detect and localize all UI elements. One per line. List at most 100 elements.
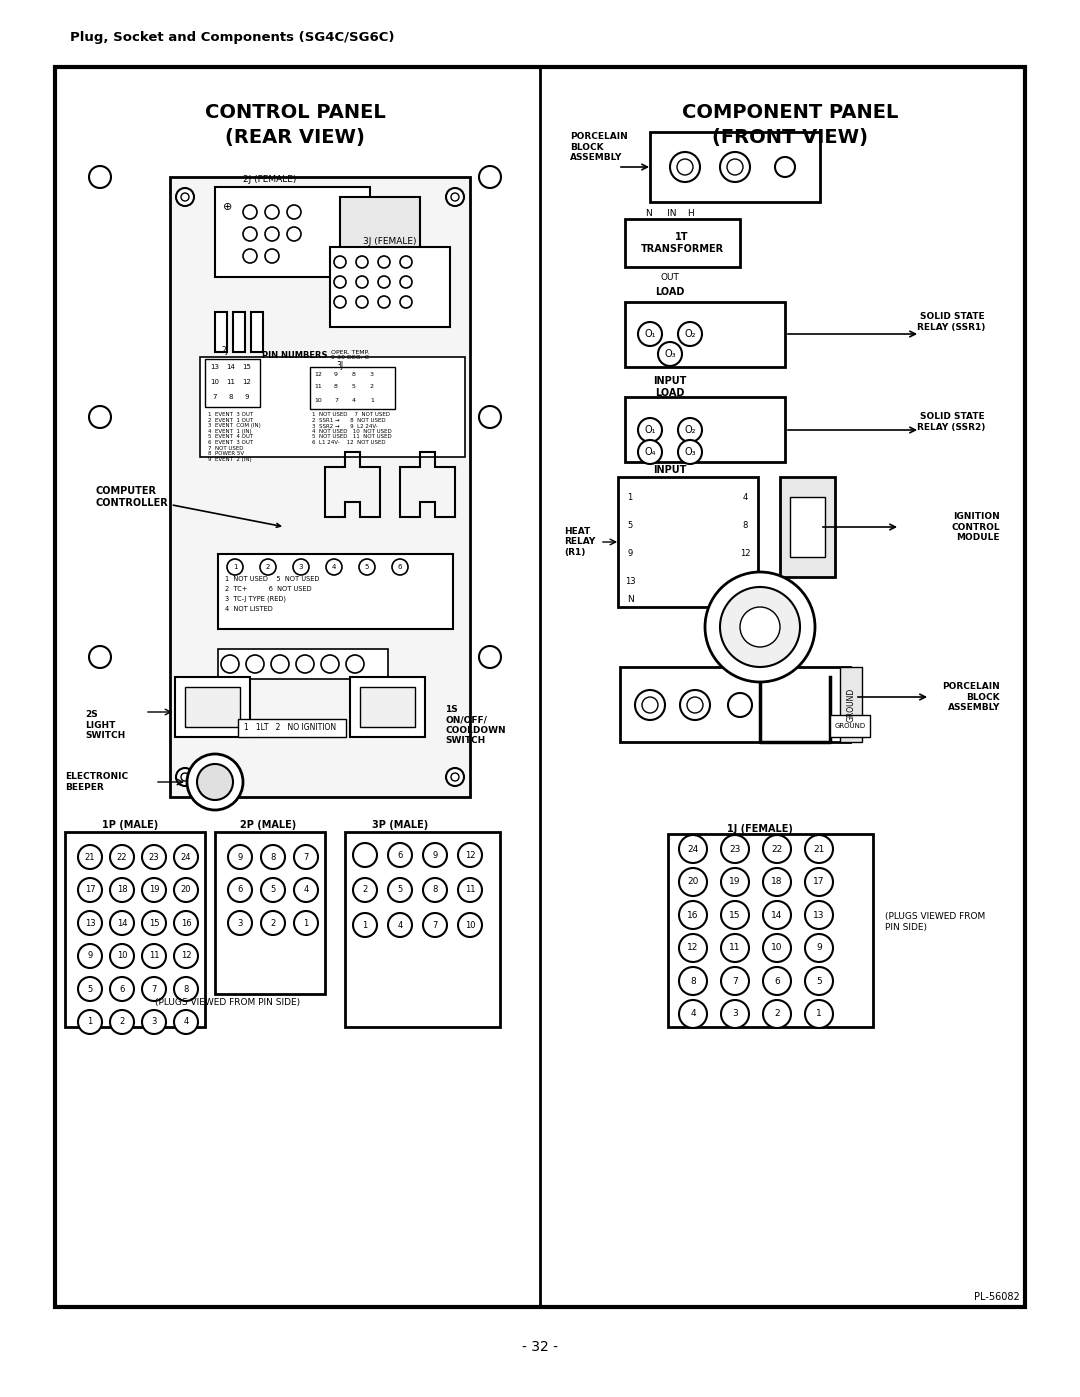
Text: 20: 20	[687, 877, 699, 887]
Text: O₄: O₄	[645, 447, 656, 457]
Text: 3: 3	[370, 372, 374, 377]
Text: 1: 1	[627, 493, 633, 502]
Text: (REAR VIEW): (REAR VIEW)	[225, 127, 365, 147]
Circle shape	[265, 205, 279, 219]
Circle shape	[356, 296, 368, 307]
Text: 13: 13	[84, 918, 95, 928]
Text: 6: 6	[397, 851, 403, 859]
Circle shape	[679, 868, 707, 895]
Bar	[170, 177, 470, 798]
Text: 7: 7	[151, 985, 157, 993]
Text: PORCELAIN
BLOCK
ASSEMBLY: PORCELAIN BLOCK ASSEMBLY	[942, 682, 1000, 712]
Text: 13: 13	[813, 911, 825, 919]
Circle shape	[78, 977, 102, 1002]
Circle shape	[265, 249, 279, 263]
Circle shape	[721, 935, 750, 963]
Circle shape	[110, 911, 134, 935]
Circle shape	[400, 256, 411, 268]
Text: 5  NOT USED   11  NOT USED: 5 NOT USED 11 NOT USED	[312, 434, 392, 440]
Text: 6  L1 24V-    12  NOT USED: 6 L1 24V- 12 NOT USED	[312, 440, 386, 446]
Circle shape	[356, 256, 368, 268]
Circle shape	[176, 189, 194, 205]
Text: ELECTRONIC
BEEPER: ELECTRONIC BEEPER	[65, 773, 129, 792]
Circle shape	[721, 1000, 750, 1028]
Circle shape	[174, 1010, 198, 1034]
Circle shape	[480, 407, 501, 427]
Text: 6  EVENT  3 OUT: 6 EVENT 3 OUT	[208, 440, 253, 446]
Text: 7: 7	[334, 398, 338, 402]
Circle shape	[378, 256, 390, 268]
Text: 24: 24	[687, 845, 699, 854]
Text: IGNITION
CONTROL
MODULE: IGNITION CONTROL MODULE	[951, 513, 1000, 542]
Text: O₁: O₁	[645, 330, 656, 339]
Circle shape	[458, 914, 482, 937]
Circle shape	[110, 1010, 134, 1034]
Text: PIN NUMBERS: PIN NUMBERS	[262, 351, 327, 359]
Text: 14: 14	[740, 577, 751, 585]
Text: 1S
ON/OFF/
COOLDOWN
SWITCH: 1S ON/OFF/ COOLDOWN SWITCH	[445, 705, 505, 745]
Text: (PLUGS VIEWED FROM PIN SIDE): (PLUGS VIEWED FROM PIN SIDE)	[156, 997, 300, 1006]
Circle shape	[89, 645, 111, 668]
Text: 2: 2	[774, 1010, 780, 1018]
Text: INPUT: INPUT	[653, 465, 687, 475]
Text: O₂: O₂	[685, 425, 696, 434]
Text: 1: 1	[87, 1017, 93, 1027]
Text: 23: 23	[149, 852, 160, 862]
Circle shape	[678, 418, 702, 441]
Text: 7: 7	[732, 977, 738, 985]
Text: 10: 10	[314, 398, 322, 402]
Circle shape	[423, 842, 447, 868]
Text: 5: 5	[87, 985, 93, 993]
Circle shape	[388, 877, 411, 902]
Bar	[345, 833, 500, 1027]
Circle shape	[458, 842, 482, 868]
Circle shape	[141, 1010, 166, 1034]
Text: N: N	[626, 595, 633, 604]
Text: 4: 4	[332, 564, 336, 570]
Text: ⊕: ⊕	[224, 203, 232, 212]
Circle shape	[480, 166, 501, 189]
Text: 8: 8	[229, 394, 233, 400]
Circle shape	[678, 321, 702, 346]
Circle shape	[227, 559, 243, 576]
Bar	[215, 833, 325, 995]
Text: 10: 10	[464, 921, 475, 929]
Circle shape	[356, 277, 368, 288]
Text: 13: 13	[624, 577, 635, 585]
Circle shape	[261, 845, 285, 869]
Text: 3: 3	[299, 564, 303, 570]
Text: 2S
LIGHT
SWITCH: 2S LIGHT SWITCH	[85, 710, 125, 740]
Text: 1J (FEMALE): 1J (FEMALE)	[727, 824, 793, 834]
Text: 2  TC+          6  NOT USED: 2 TC+ 6 NOT USED	[225, 585, 312, 592]
Circle shape	[141, 911, 166, 935]
Circle shape	[346, 655, 364, 673]
Text: 19: 19	[149, 886, 159, 894]
Text: O₃: O₃	[685, 447, 696, 457]
Text: 14: 14	[771, 911, 783, 919]
Text: 2  SSR1 →      8  NOT USED: 2 SSR1 → 8 NOT USED	[312, 418, 386, 423]
Circle shape	[721, 901, 750, 929]
Text: 7: 7	[213, 394, 217, 400]
Circle shape	[176, 768, 194, 787]
Circle shape	[687, 697, 703, 712]
Circle shape	[334, 256, 346, 268]
Text: 9: 9	[87, 951, 93, 961]
Circle shape	[141, 977, 166, 1002]
Circle shape	[638, 321, 662, 346]
Circle shape	[762, 935, 791, 963]
Circle shape	[110, 845, 134, 869]
Bar	[625, 302, 785, 367]
Circle shape	[451, 193, 459, 201]
Text: 12: 12	[740, 549, 751, 557]
Circle shape	[174, 944, 198, 968]
Text: 21: 21	[84, 852, 95, 862]
Circle shape	[658, 342, 681, 366]
Text: 1P (MALE): 1P (MALE)	[102, 820, 158, 830]
Circle shape	[296, 655, 314, 673]
Text: 5  EVENT  4 OUT: 5 EVENT 4 OUT	[208, 434, 253, 440]
Text: 13: 13	[211, 365, 219, 370]
Circle shape	[805, 835, 833, 863]
Text: OUT: OUT	[661, 272, 679, 282]
Text: 8: 8	[184, 985, 189, 993]
Circle shape	[181, 193, 189, 201]
